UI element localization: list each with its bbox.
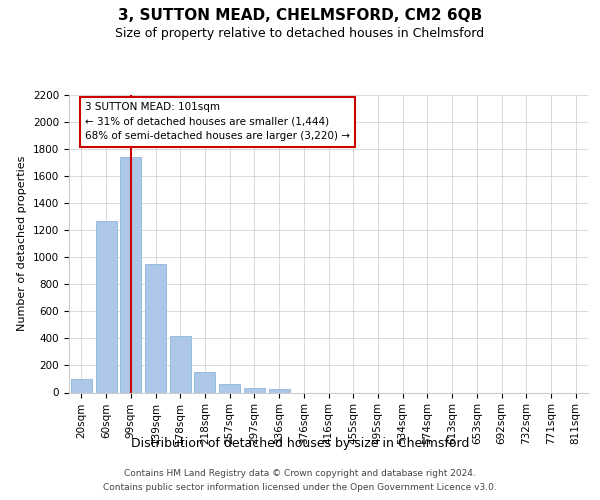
Text: Contains HM Land Registry data © Crown copyright and database right 2024.: Contains HM Land Registry data © Crown c… xyxy=(124,469,476,478)
Bar xyxy=(120,157,141,392)
Bar xyxy=(71,379,92,392)
Bar xyxy=(269,389,290,392)
Bar xyxy=(194,372,215,392)
Bar xyxy=(219,384,240,392)
Y-axis label: Number of detached properties: Number of detached properties xyxy=(17,156,28,332)
Text: 3, SUTTON MEAD, CHELMSFORD, CM2 6QB: 3, SUTTON MEAD, CHELMSFORD, CM2 6QB xyxy=(118,8,482,22)
Text: Distribution of detached houses by size in Chelmsford: Distribution of detached houses by size … xyxy=(131,438,469,450)
Text: Size of property relative to detached houses in Chelmsford: Size of property relative to detached ho… xyxy=(115,28,485,40)
Bar xyxy=(170,336,191,392)
Bar xyxy=(244,388,265,392)
Text: Contains public sector information licensed under the Open Government Licence v3: Contains public sector information licen… xyxy=(103,484,497,492)
Bar xyxy=(95,221,116,392)
Bar xyxy=(145,264,166,392)
Text: 3 SUTTON MEAD: 101sqm
← 31% of detached houses are smaller (1,444)
68% of semi-d: 3 SUTTON MEAD: 101sqm ← 31% of detached … xyxy=(85,102,350,142)
